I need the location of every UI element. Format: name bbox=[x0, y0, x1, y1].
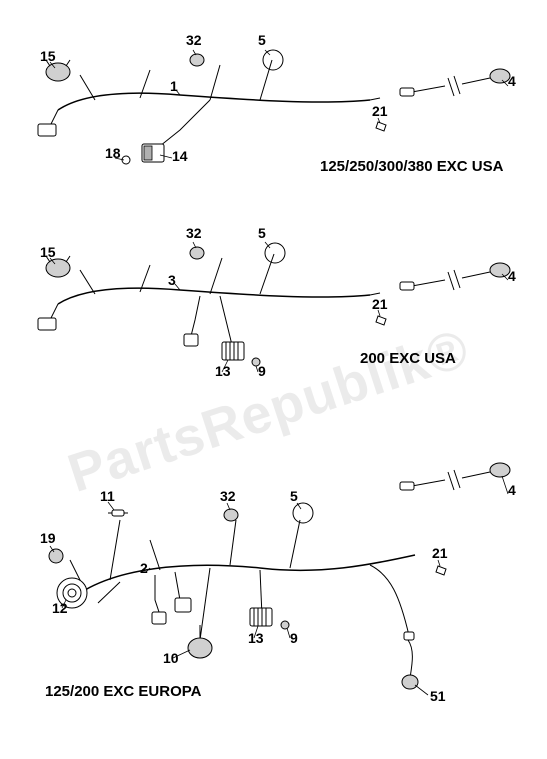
part-clamp-32c bbox=[224, 509, 238, 521]
part-oring-5a bbox=[263, 50, 283, 70]
part-oring-5c bbox=[293, 503, 313, 523]
diagram-canvas: PartsRepublik® bbox=[0, 0, 547, 759]
harness-2 bbox=[70, 520, 415, 640]
part-clamp-32b bbox=[190, 247, 204, 259]
harness-3 bbox=[48, 254, 380, 345]
part-regulator-13b bbox=[250, 608, 272, 626]
part-clip-21b bbox=[376, 316, 386, 325]
plug-h3 bbox=[38, 318, 56, 330]
connector-4a-bot bbox=[400, 482, 414, 490]
part-regulator-13a bbox=[222, 342, 244, 360]
part-switch-15b bbox=[46, 256, 70, 277]
part-horn-12 bbox=[57, 578, 87, 608]
part-clip-21c bbox=[436, 566, 446, 575]
part-clamp-32a bbox=[190, 54, 204, 66]
cable-4-top bbox=[412, 69, 510, 96]
conn-block-b bbox=[152, 612, 166, 624]
plug-h1 bbox=[38, 124, 56, 136]
conn-block-a bbox=[175, 598, 191, 612]
part-relay-14 bbox=[142, 144, 164, 162]
part-fuse-11 bbox=[108, 510, 128, 516]
conn-block-h3 bbox=[184, 334, 198, 346]
cable-4-bot bbox=[412, 463, 510, 490]
part-switch-15a bbox=[46, 60, 70, 81]
connector-4a-mid bbox=[400, 282, 414, 290]
harness-1 bbox=[48, 60, 380, 150]
leader-lines bbox=[50, 50, 508, 695]
part-screw-9b bbox=[281, 621, 289, 629]
diagram-svg bbox=[0, 0, 547, 759]
connector-4a-top bbox=[400, 88, 414, 96]
part-stoplight-10 bbox=[188, 625, 212, 658]
part-screw-9a bbox=[252, 358, 260, 366]
part-sensor-51 bbox=[402, 632, 418, 689]
cable-4-mid bbox=[412, 263, 510, 290]
part-cap-19 bbox=[49, 549, 63, 563]
part-clip-21a bbox=[376, 122, 386, 131]
